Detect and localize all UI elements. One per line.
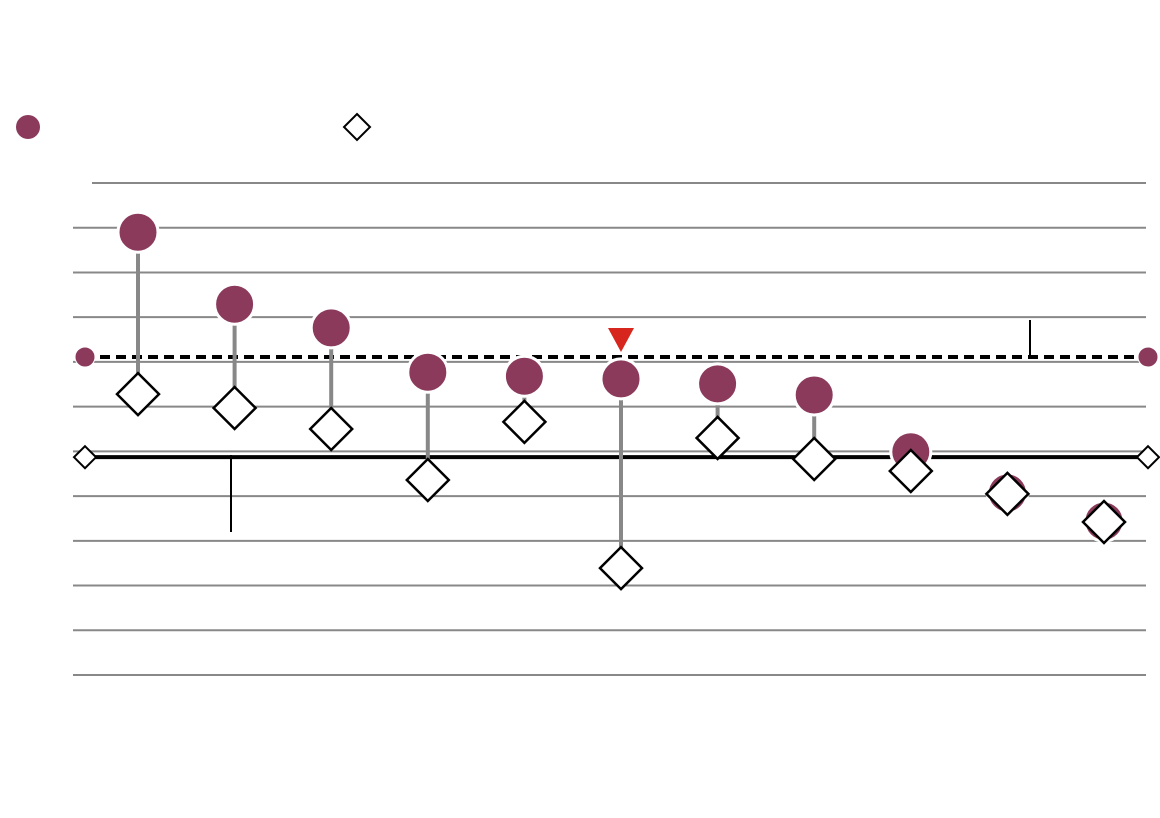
circle-point: [792, 373, 836, 417]
marks: [115, 210, 1127, 591]
diamond-point: [984, 471, 1031, 517]
diamond-point: [888, 448, 934, 494]
circle-point: [502, 354, 546, 398]
diamond-point: [405, 457, 451, 503]
diamond-point: [694, 415, 741, 461]
diamond-point: [308, 406, 354, 452]
diamond-point: [791, 436, 837, 482]
diamond-point: [115, 371, 161, 417]
circle-point: [696, 362, 740, 406]
diamond-point: [211, 385, 258, 431]
circle-point: [599, 357, 643, 401]
circle-point: [213, 282, 257, 326]
diamond-point: [1081, 499, 1127, 545]
reference-end: [74, 346, 96, 368]
circle-point: [406, 350, 450, 394]
diamond-point: [501, 399, 548, 445]
legend-circle: [16, 115, 40, 139]
diamond-point: [598, 545, 644, 591]
reference-end: [1135, 444, 1160, 470]
grid: [73, 182, 1146, 676]
circle-point: [309, 306, 353, 350]
legend-diamond: [342, 112, 372, 142]
reference-end: [72, 444, 98, 470]
highlight-marker: [608, 328, 634, 352]
reference-lines: [72, 346, 1160, 470]
reference-end: [1137, 346, 1159, 368]
circle-point: [116, 210, 160, 254]
